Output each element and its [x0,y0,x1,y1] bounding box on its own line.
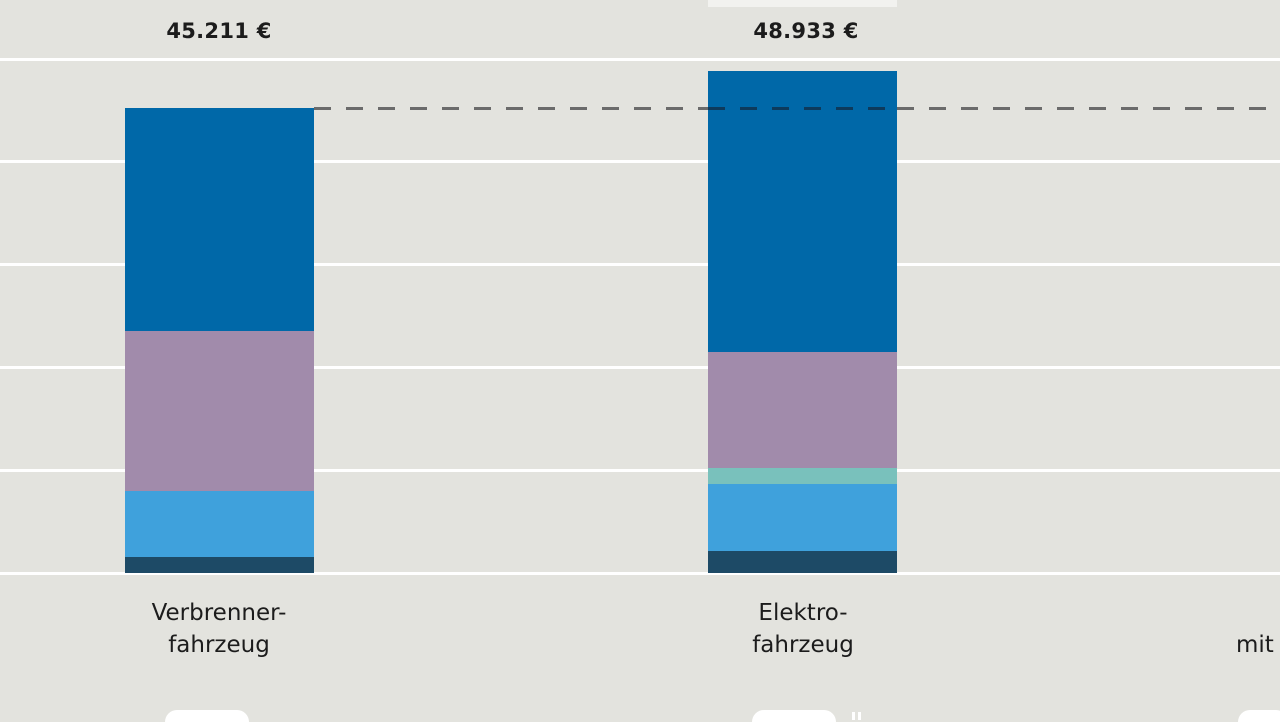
reference-dashed-line [897,107,1280,110]
segment-purple [125,331,314,491]
electric-car-icon [752,710,836,722]
reference-dashed-line [314,107,708,110]
label-line: Elektro- [758,600,848,626]
gridline [0,58,1280,61]
baseline [0,572,1280,575]
segment-navy [125,557,314,573]
gridline [0,263,1280,266]
plug-icon-fragment [858,712,861,720]
gridline [0,366,1280,369]
label-line: fahrzeug [168,632,270,658]
vehicle-icon-partial [1238,710,1280,722]
segment-teal [708,468,897,484]
label-line: fahrzeug [752,632,854,658]
top-panel-fragment [708,0,897,7]
bar-total-verbrenner: 45.211 € [166,19,272,43]
bar-total-elektro: 48.933 € [753,19,859,43]
plug-icon-fragment [852,712,855,720]
segment-purple [708,352,897,468]
segment-navy [708,551,897,573]
segment-top [125,108,314,331]
segment-lightblue [708,484,897,551]
gridline [0,469,1280,472]
segment-top [708,71,897,352]
bar-elektro [708,71,897,573]
category-label-partial: mit [1236,632,1274,658]
reference-dashed-line-over-bar [708,107,897,110]
car-icon [165,710,249,722]
category-label-verbrenner: Verbrenner- fahrzeug [99,597,339,661]
label-line: Verbrenner- [151,600,287,626]
bar-verbrenner [125,108,314,573]
segment-lightblue [125,491,314,557]
gridline [0,160,1280,163]
category-label-elektro: Elektro- fahrzeug [683,597,923,661]
